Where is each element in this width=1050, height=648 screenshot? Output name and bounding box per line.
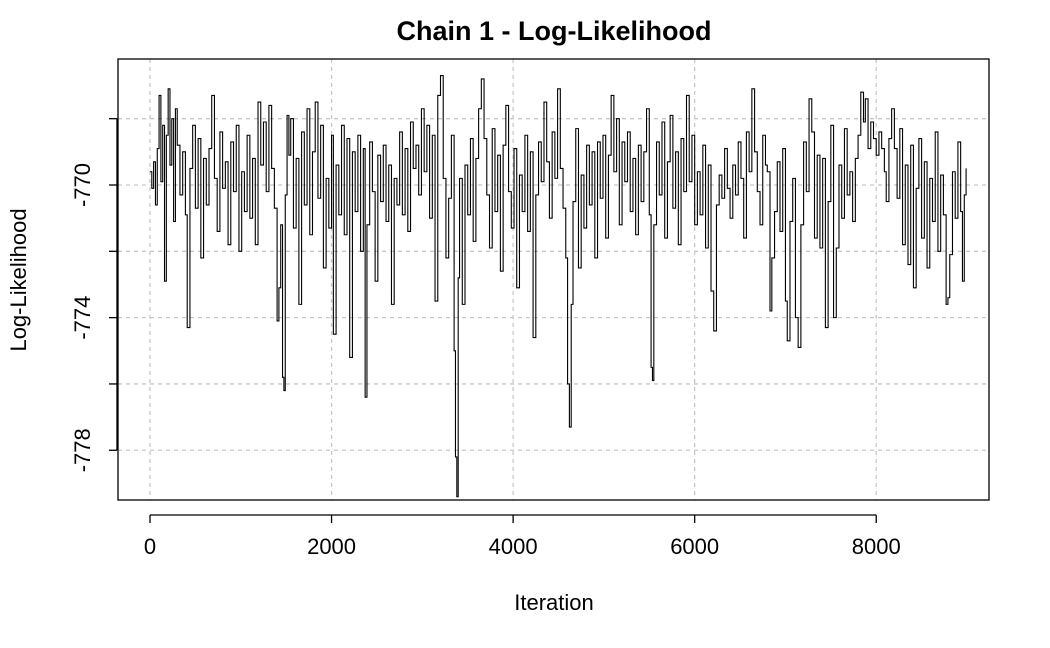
x-tick-label: 8000	[852, 534, 901, 559]
y-tick-label: -778	[70, 428, 95, 472]
y-tick-label: -774	[70, 296, 95, 340]
x-tick-label: 0	[144, 534, 156, 559]
x-tick-label: 2000	[307, 534, 356, 559]
y-tick-label: -770	[70, 163, 95, 207]
y-axis: -770 -774 -778	[70, 118, 118, 472]
x-tick-label: 4000	[489, 534, 538, 559]
y-axis-label: Log-Likelihood	[6, 208, 31, 351]
x-axis: 0 2000 4000 6000 8000	[144, 514, 901, 559]
x-tick-label: 6000	[670, 534, 719, 559]
grid	[118, 59, 989, 500]
series-line-log-likelihood	[150, 75, 967, 498]
x-axis-label: Iteration	[514, 590, 594, 615]
chart-title: Chain 1 - Log-Likelihood	[397, 16, 712, 46]
plot-frame	[117, 58, 990, 501]
